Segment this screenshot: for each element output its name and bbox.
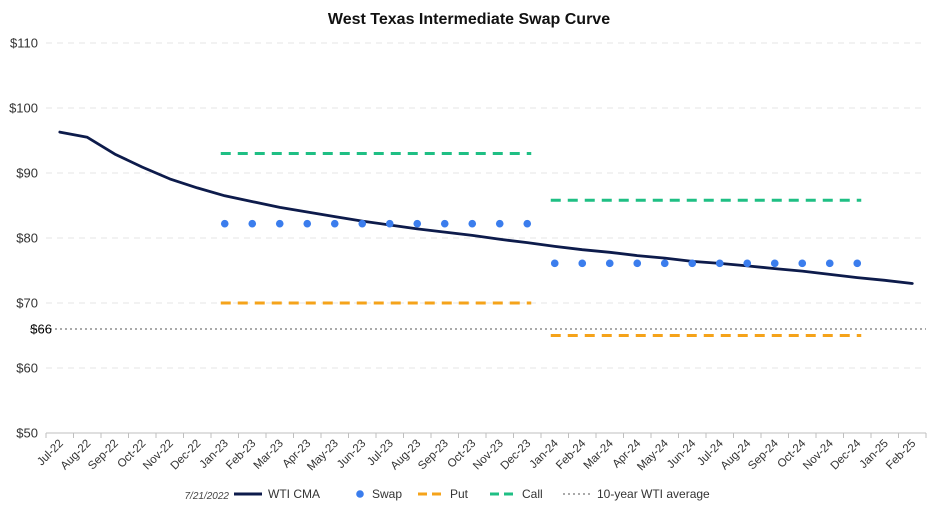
x-tick-label: Dec-23	[499, 438, 534, 473]
swap-point	[798, 259, 807, 268]
x-tick-label: Sep-22	[86, 438, 121, 473]
reference-value-label: $66	[30, 322, 52, 337]
swap-point	[578, 259, 587, 268]
legend: 7/21/2022 WTI CMA Swap Put Call 10-year WTI …	[185, 487, 711, 502]
legend-label: Swap	[372, 487, 402, 501]
legend-label: Put	[450, 487, 469, 501]
x-tick-label: Feb-25	[884, 438, 918, 472]
swap-point	[523, 219, 532, 228]
x-tick-label: Jun-24	[665, 437, 699, 471]
x-tick-label: May-23	[305, 438, 341, 474]
swap-point	[853, 259, 862, 268]
swap-point	[660, 259, 669, 268]
swap-point	[440, 219, 449, 228]
swap-point	[495, 219, 504, 228]
swap-point	[633, 259, 642, 268]
x-tick-label: Dec-24	[829, 437, 864, 472]
y-tick-label: $60	[16, 361, 38, 376]
x-tick-label: Jun-23	[335, 438, 368, 471]
x-tick-label: Mar-23	[252, 438, 286, 472]
swap-point	[550, 259, 559, 268]
y-axis: $110 $100 $90 $80 $70 $60 $50	[9, 36, 38, 441]
swap-point	[413, 219, 422, 228]
date-note: 7/21/2022	[185, 491, 230, 502]
chart-title: West Texas Intermediate Swap Curve	[328, 11, 610, 28]
swap-point	[743, 259, 752, 268]
swap-point	[220, 219, 229, 228]
x-tick-label: Sep-23	[416, 438, 451, 473]
y-tick-label: $70	[16, 296, 38, 311]
legend-swap-swatch	[356, 490, 364, 498]
swap-point	[688, 259, 697, 268]
y-tick-label: $80	[16, 231, 38, 246]
reference-layer: $66	[30, 322, 926, 337]
y-tick-label: $100	[9, 101, 38, 116]
x-axis: Jul-22Aug-22Sep-22Oct-22Nov-22Dec-22Jan-…	[35, 432, 927, 474]
y-tick-label: $110	[10, 36, 38, 51]
x-tick-label: May-24	[635, 437, 671, 473]
swap-point	[825, 259, 834, 268]
swap-point	[605, 259, 614, 268]
legend-label: Call	[522, 487, 543, 501]
swap-point	[303, 219, 312, 228]
legend-label: 10-year WTI average	[597, 487, 710, 501]
grid-layer	[46, 42, 926, 369]
swap-point	[385, 219, 394, 228]
legend-label: WTI CMA	[268, 487, 320, 501]
swap-point	[468, 219, 477, 228]
x-tick-label: Dec-22	[169, 438, 204, 473]
y-tick-label: $90	[16, 166, 38, 181]
y-tick-label: $50	[16, 426, 38, 441]
swap-point	[770, 259, 779, 268]
swap-point	[715, 259, 724, 268]
swap-point	[248, 219, 257, 228]
x-tick-label: Mar-24	[582, 437, 617, 472]
x-tick-label: Sep-24	[746, 437, 781, 472]
wti-cma-line	[58, 130, 914, 285]
swap-point	[275, 219, 284, 228]
x-tick-label: Feb-23	[224, 438, 258, 472]
swap-point	[358, 219, 367, 228]
swap-point	[330, 219, 339, 228]
series-layer	[58, 130, 914, 337]
